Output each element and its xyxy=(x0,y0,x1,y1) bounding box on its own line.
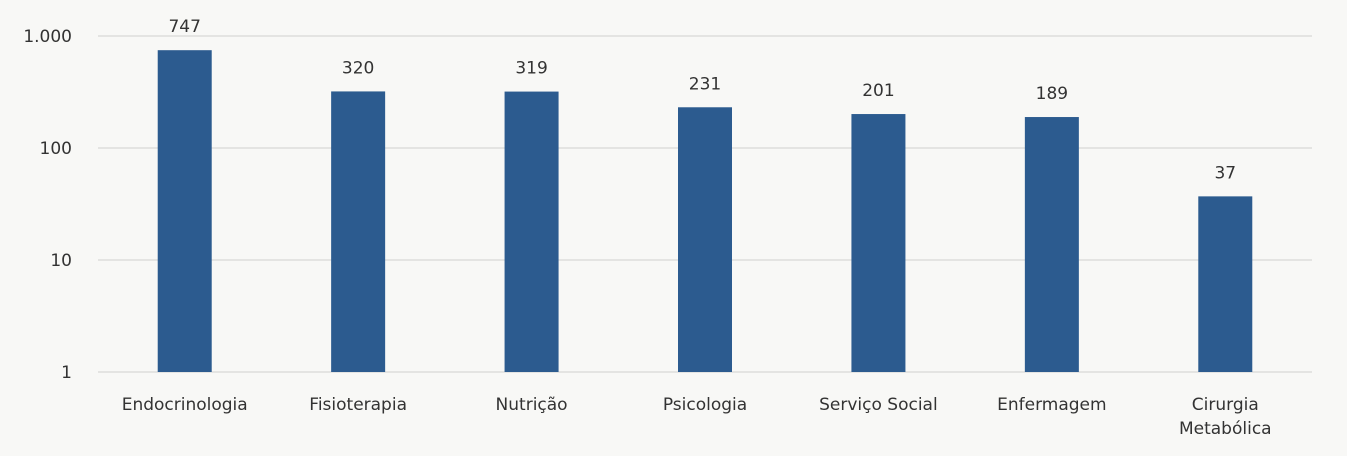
bars xyxy=(157,50,1253,373)
x-tick-label: Cirurgia Metabólica xyxy=(1179,395,1272,439)
data-label: 320 xyxy=(342,58,374,78)
bar xyxy=(331,91,386,372)
y-axis-tick-labels: 1 10 100 1.000 xyxy=(23,27,72,383)
x-tick-label: Endocrinologia xyxy=(122,395,248,415)
x-tick-label: Fisioterapia xyxy=(309,395,407,415)
y-tick-label: 1.000 xyxy=(23,27,72,47)
x-tick-label: Enfermagem xyxy=(997,395,1106,415)
data-label: 189 xyxy=(1036,84,1068,104)
bar xyxy=(157,50,212,373)
bar xyxy=(678,107,732,373)
data-label: 37 xyxy=(1214,163,1236,183)
x-tick-label: Psicologia xyxy=(663,395,747,415)
x-tick-label: Serviço Social xyxy=(819,395,938,415)
bar xyxy=(1024,117,1079,372)
y-tick-label: 1 xyxy=(61,363,72,383)
data-label: 747 xyxy=(168,17,200,37)
bar xyxy=(1198,196,1253,372)
y-tick-label: 10 xyxy=(50,251,72,271)
x-tick-label: Nutrição xyxy=(496,395,568,415)
y-tick-label: 100 xyxy=(40,139,72,159)
bar xyxy=(851,114,906,372)
data-label: 201 xyxy=(862,81,894,101)
bar xyxy=(504,91,559,373)
data-labels: 747 320 319 231 201 189 37 xyxy=(168,17,1236,183)
x-axis-tick-labels: Endocrinologia Fisioterapia Nutrição Psicol… xyxy=(122,395,1272,439)
data-label: 319 xyxy=(515,59,547,79)
data-label: 231 xyxy=(689,74,721,94)
